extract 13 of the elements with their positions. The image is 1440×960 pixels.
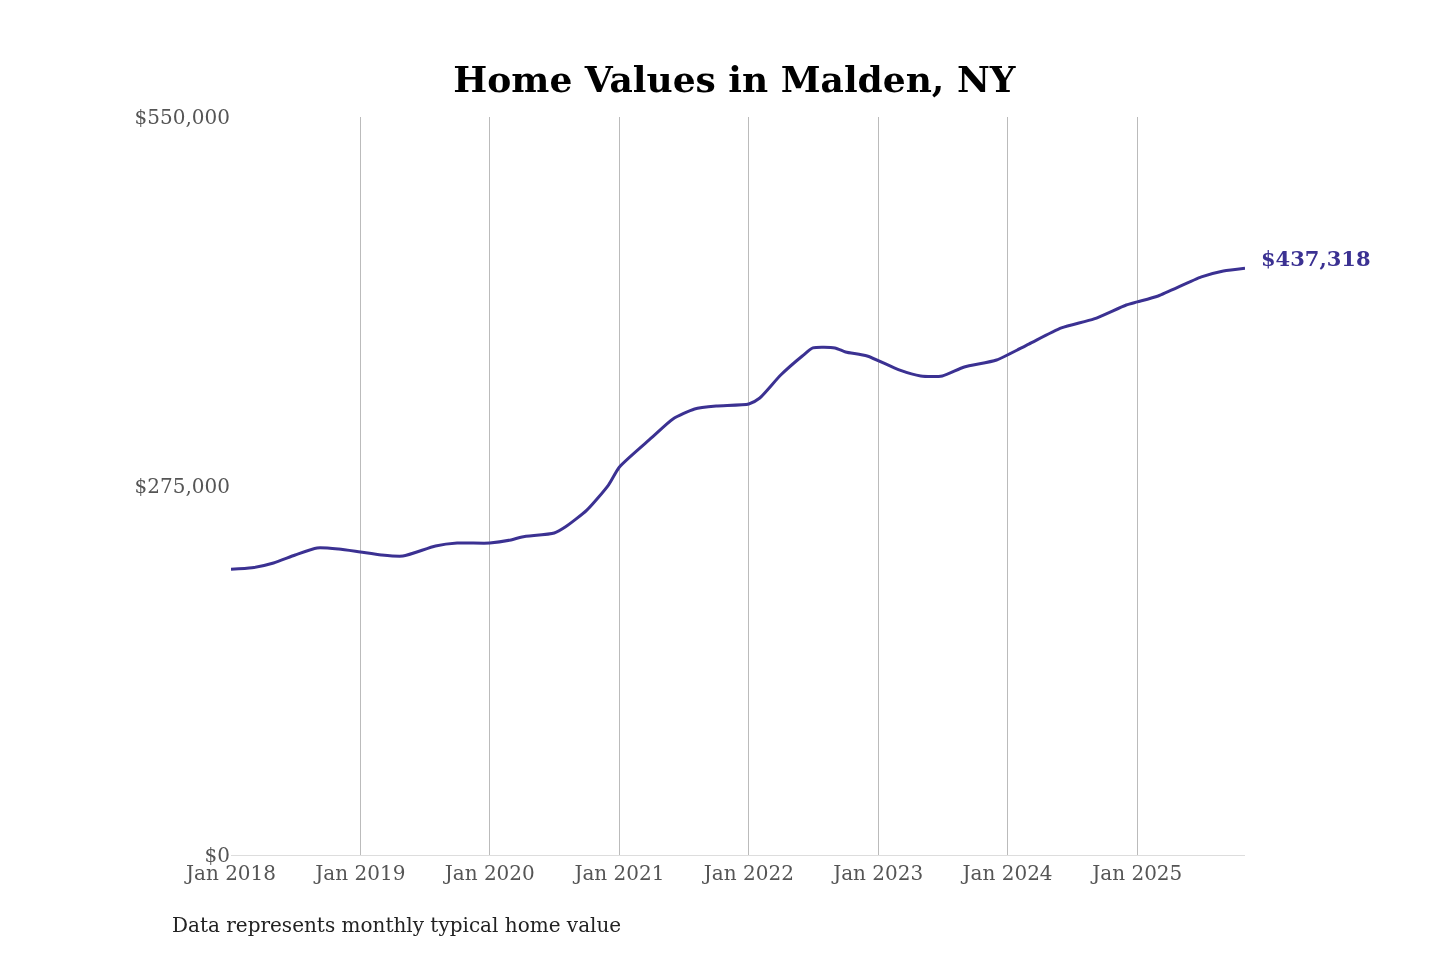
- text: Data represents monthly typical home value: [172, 913, 622, 937]
- x-tick-label: Jan 2021: [572, 861, 665, 885]
- y-tick-label: $550,000: [134, 105, 230, 129]
- line-series: [231, 266, 1245, 571]
- x-tick-label: Jan 2020: [442, 861, 535, 885]
- x-tick-label: Jan 2022: [701, 861, 794, 885]
- y-tick-label: $275,000: [134, 474, 230, 498]
- x-tick-label: Jan 2019: [313, 861, 406, 885]
- x-tick-label: Jan 2024: [960, 861, 1053, 885]
- x-tick-label: Jan 2025: [1090, 861, 1183, 885]
- annotation: $437,318: [1261, 246, 1371, 271]
- chart-title: Home Values in Malden, NY: [453, 58, 1017, 101]
- x-tick-label: Jan 2023: [831, 861, 924, 885]
